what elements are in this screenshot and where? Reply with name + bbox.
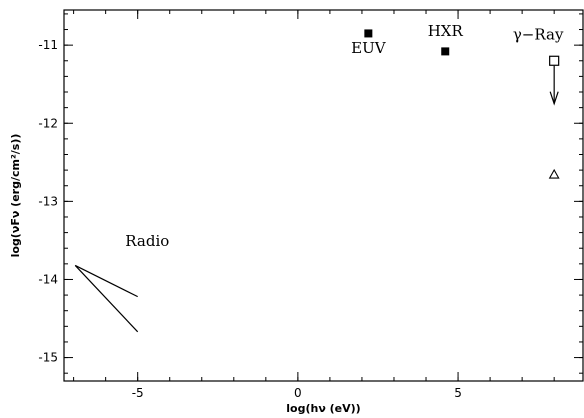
annotation-group: EUV HXR γ−Ray Radio [125, 22, 564, 250]
x-tick-label: -5 [132, 386, 144, 400]
radio-line [74, 264, 138, 298]
y-tick-label: -12 [38, 116, 58, 130]
open-triangle-point [548, 168, 560, 179]
plot-frame [63, 9, 584, 382]
y-tick-label: -11 [38, 38, 58, 52]
x-tick-label: 5 [454, 386, 462, 400]
annotation-label: γ−Ray [513, 26, 564, 44]
y-tick-label: -13 [38, 194, 58, 208]
y-tick-label: -15 [38, 351, 58, 365]
x-axis-label: log(hν (eV)) [286, 402, 360, 415]
annotation-label: Radio [125, 232, 169, 250]
upper-limit-arrow-head [549, 91, 559, 106]
annotation-label: EUV [351, 39, 387, 57]
tick-group: -5 0 5 -11 -12 -13 -14 -15 [38, 10, 583, 400]
radio-line [74, 264, 139, 333]
x-tick-label: 0 [294, 386, 302, 400]
annotation-label: HXR [428, 22, 464, 40]
open-square-point [549, 55, 560, 66]
marks-group [74, 29, 560, 333]
filled-square-point [364, 29, 373, 38]
y-tick-label: -14 [38, 272, 58, 286]
filled-square-point [441, 47, 450, 56]
y-axis-label: log(νFν (erg/cm²/s)) [9, 134, 22, 258]
